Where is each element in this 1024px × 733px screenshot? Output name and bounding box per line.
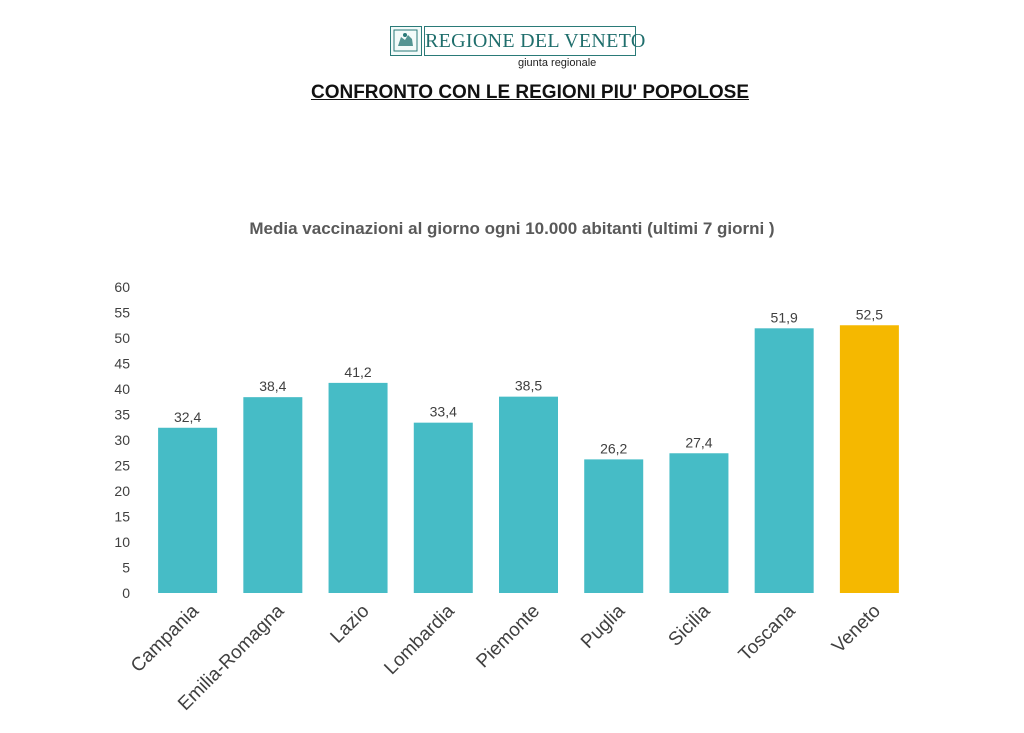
x-tick-label-lazio: Lazio — [327, 601, 374, 648]
bar-piemonte — [499, 396, 558, 593]
data-label-toscana: 51,9 — [771, 309, 798, 325]
data-label-veneto: 52,5 — [856, 306, 883, 322]
y-tick-label: 50 — [114, 330, 130, 346]
logo-text-box: REGIONE DEL VENETO — [424, 26, 646, 56]
bar-puglia — [584, 459, 644, 593]
bar-emilia-romagna — [243, 397, 303, 593]
y-tick-label: 25 — [114, 458, 130, 474]
x-tick-label-toscana: Toscana — [735, 600, 800, 665]
data-label-lombardia: 33,4 — [430, 404, 457, 420]
x-tick-label-puglia: Puglia — [577, 600, 630, 653]
x-tick-label-campania: Campania — [127, 600, 203, 676]
data-label-lazio: 41,2 — [344, 364, 371, 380]
lion-emblem-icon — [390, 26, 422, 56]
value-labels: 32,4 38,4 41,2 33,4 38,5 26,2 27,4 51,9 52,5 — [174, 306, 883, 456]
document-title: CONFRONTO CON LE REGIONI PIU' POPOLOSE — [310, 82, 750, 103]
bar-lazio — [328, 382, 388, 593]
y-tick-label: 60 — [114, 279, 130, 295]
y-tick-label: 45 — [114, 356, 130, 372]
bar-toscana — [754, 328, 814, 593]
y-tick-label: 40 — [114, 381, 130, 397]
data-label-campania: 32,4 — [174, 409, 201, 425]
y-tick-label: 20 — [114, 483, 130, 499]
x-tick-label-veneto: Veneto — [828, 601, 885, 658]
x-tick-label-lombardia: Lombardia — [380, 600, 459, 679]
data-label-piemonte: 38,5 — [515, 378, 542, 394]
x-tick-label-sicilia: Sicilia — [665, 600, 715, 650]
x-tick-label-piemonte: Piemonte — [472, 601, 544, 673]
y-tick-label: 55 — [114, 305, 130, 321]
bar-lombardia — [413, 422, 473, 593]
y-tick-label: 5 — [122, 560, 130, 576]
chart-title: Media vaccinazioni al giorno ogni 10.000… — [249, 219, 775, 238]
y-tick-label: 35 — [114, 407, 130, 423]
data-label-puglia: 26,2 — [600, 440, 627, 456]
bars — [158, 325, 899, 593]
y-tick-label: 10 — [114, 534, 130, 550]
regione-veneto-logo: REGIONE DEL VENETO giunta regionale — [388, 26, 646, 72]
bar-sicilia — [669, 453, 729, 593]
bar-veneto — [839, 325, 899, 593]
data-label-emilia-romagna: 38,4 — [259, 378, 286, 394]
y-tick-label: 0 — [122, 585, 130, 601]
y-tick-label: 30 — [114, 432, 130, 448]
y-axis: 0 5 10 15 20 25 30 35 40 45 50 55 60 — [114, 279, 130, 601]
logo-text: REGIONE DEL VENETO — [425, 30, 646, 52]
data-label-sicilia: 27,4 — [685, 434, 712, 450]
logo-subtitle: giunta regionale — [518, 57, 597, 69]
y-tick-label: 15 — [114, 509, 130, 525]
bar-campania — [158, 427, 218, 593]
